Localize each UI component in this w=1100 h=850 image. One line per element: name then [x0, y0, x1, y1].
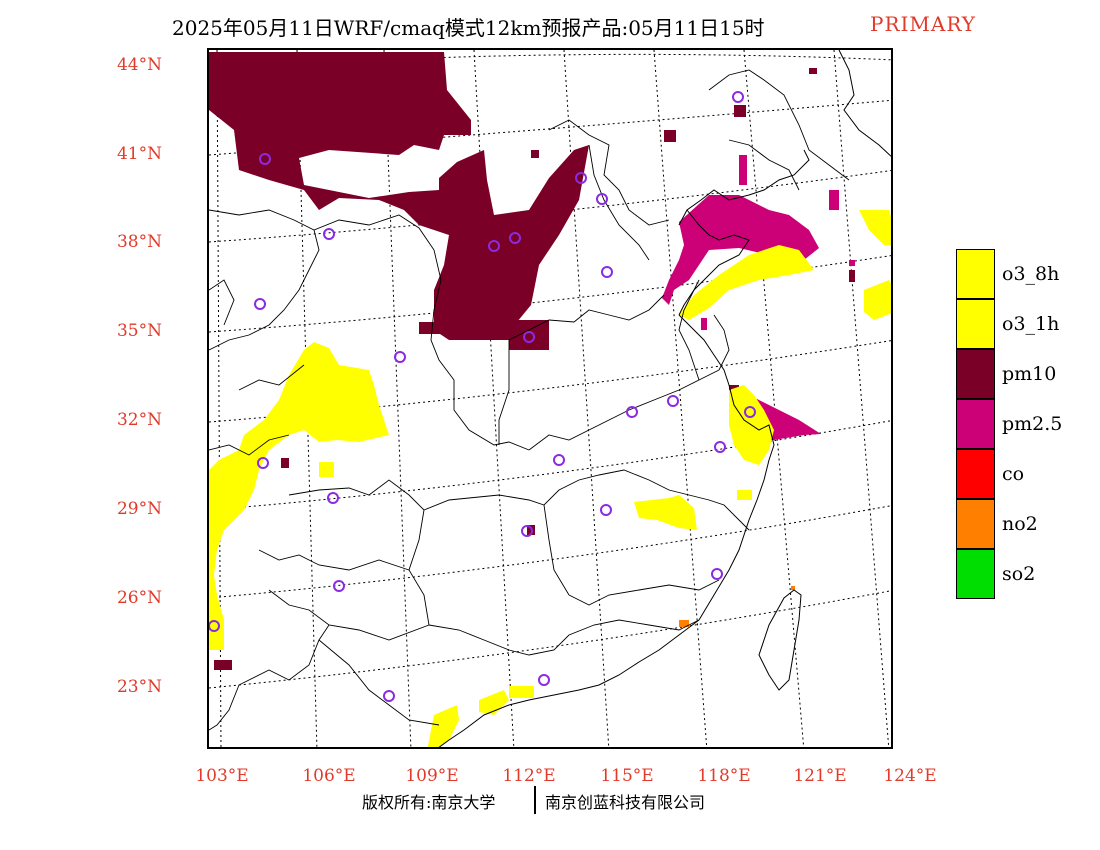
- legend-label: o3_1h: [1002, 313, 1060, 335]
- lat-label-44: 44°N: [116, 55, 162, 75]
- lon-label-106: 106°E: [302, 766, 356, 786]
- lat-label-29: 29°N: [116, 499, 162, 519]
- status-label: PRIMARY: [870, 12, 976, 36]
- lon-label-109: 109°E: [405, 766, 459, 786]
- province-boundaries: [209, 69, 850, 731]
- lon-label-121: 121°E: [793, 766, 847, 786]
- legend-label: no2: [1002, 513, 1038, 535]
- lon-label-115: 115°E: [600, 766, 654, 786]
- lon-label-112: 112°E: [502, 766, 556, 786]
- legend-swatch: [956, 249, 995, 299]
- legend-label: so2: [1002, 563, 1036, 585]
- footer-divider: [534, 786, 536, 814]
- title-row: 2025年05月11日WRF/cmaq模式12km预报产品:05月11日15时 …: [0, 12, 1100, 42]
- coastline: [438, 50, 891, 747]
- lat-label-35: 35°N: [116, 321, 162, 341]
- forecast-map: [209, 50, 891, 747]
- stations: [209, 91, 756, 702]
- lon-label-124: 124°E: [883, 766, 937, 786]
- legend-swatch: [956, 399, 995, 449]
- legend-label: pm10: [1002, 363, 1057, 385]
- legend-label: co: [1002, 463, 1025, 485]
- legend-label: pm2.5: [1002, 413, 1063, 435]
- map-frame[interactable]: [207, 48, 893, 749]
- lon-label-118: 118°E: [697, 766, 751, 786]
- legend-swatch: [956, 349, 995, 399]
- o3-region: [209, 210, 891, 747]
- legend-swatch: [956, 499, 995, 549]
- no2-spot: [679, 620, 689, 627]
- lat-label-23: 23°N: [116, 677, 162, 697]
- legend-swatch: [956, 449, 995, 499]
- no2-spot-2: [791, 586, 795, 590]
- lat-label-26: 26°N: [116, 588, 162, 608]
- lon-label-103: 103°E: [195, 766, 249, 786]
- legend-swatch: [956, 299, 995, 349]
- lat-label-32: 32°N: [116, 410, 162, 430]
- pm25-region: [662, 155, 855, 440]
- legend-label: o3_8h: [1002, 263, 1060, 285]
- company-text: 南京创蓝科技有限公司: [545, 793, 706, 812]
- map-title: 2025年05月11日WRF/cmaq模式12km预报产品:05月11日15时: [172, 16, 765, 40]
- lat-label-41: 41°N: [116, 144, 162, 164]
- lat-label-38: 38°N: [116, 232, 162, 252]
- legend-swatch: [956, 549, 995, 599]
- copyright-text: 版权所有:南京大学: [362, 793, 496, 812]
